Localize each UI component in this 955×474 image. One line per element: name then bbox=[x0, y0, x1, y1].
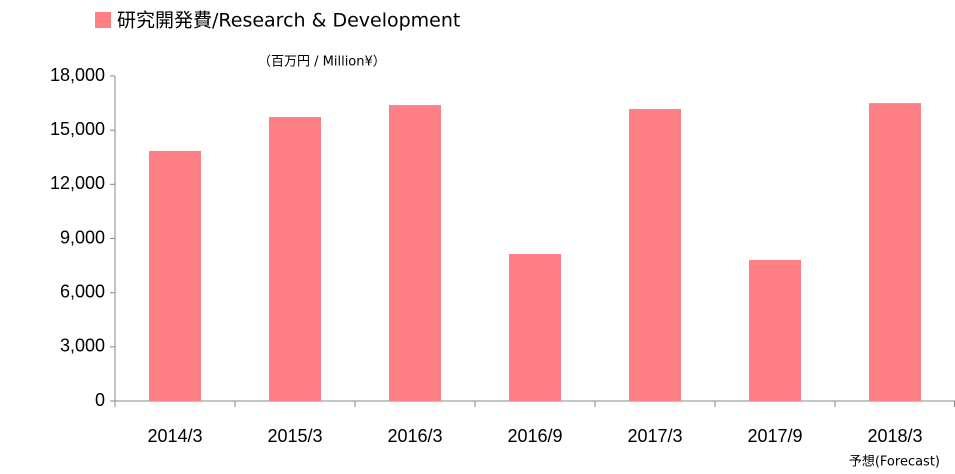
bar bbox=[389, 105, 441, 401]
x-tick-label: 2018/3 bbox=[867, 426, 922, 446]
y-tick-label: 12,000 bbox=[50, 173, 105, 193]
bar bbox=[149, 150, 201, 401]
legend-swatch bbox=[95, 12, 111, 28]
y-tick-label: 0 bbox=[95, 390, 105, 410]
y-tick-label: 6,000 bbox=[60, 281, 105, 301]
y-tick-label: 18,000 bbox=[50, 65, 105, 85]
annotation: 予想(Forecast) bbox=[849, 454, 940, 470]
bar bbox=[869, 103, 921, 401]
y-tick-label: 3,000 bbox=[60, 336, 105, 356]
x-tick-label: 2017/9 bbox=[747, 426, 802, 446]
legend-label: 研究開発費/Research & Development bbox=[117, 10, 460, 32]
y-tick-label: 15,000 bbox=[50, 119, 105, 139]
bar bbox=[629, 109, 681, 402]
bar bbox=[749, 259, 801, 401]
x-tick-label: 2016/9 bbox=[507, 426, 562, 446]
x-tick-label: 2015/3 bbox=[267, 426, 322, 446]
y-tick-label: 9,000 bbox=[60, 227, 105, 247]
bar bbox=[269, 116, 321, 401]
x-tick-label: 2017/3 bbox=[627, 426, 682, 446]
x-tick-label: 2014/3 bbox=[147, 426, 202, 446]
y-axis-label: （百万円 / Million¥） bbox=[258, 55, 386, 70]
bar bbox=[509, 254, 561, 401]
x-tick-label: 2016/3 bbox=[387, 426, 442, 446]
